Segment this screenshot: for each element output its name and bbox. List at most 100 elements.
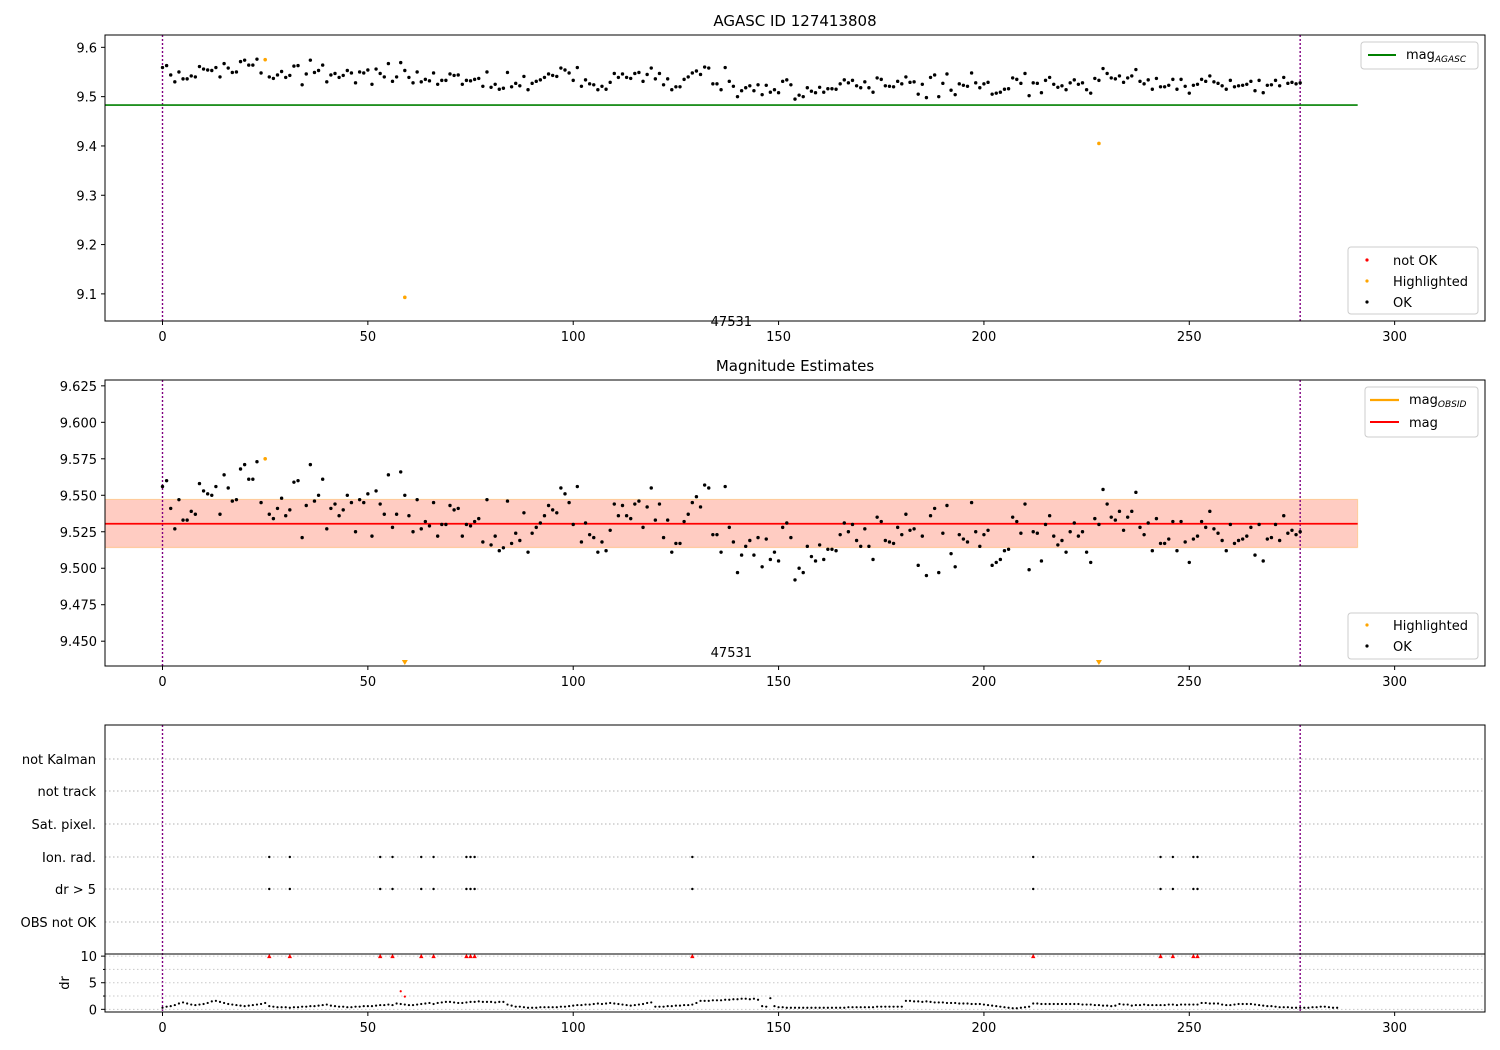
dr-point <box>1138 1003 1142 1007</box>
ok-point <box>920 82 925 87</box>
panel-agasc-xtick-label: 300 <box>1382 330 1407 345</box>
ok-point <box>1064 88 1068 92</box>
dr-point <box>391 1003 394 1007</box>
dr-point <box>424 1002 427 1005</box>
ok-point <box>1121 80 1126 85</box>
ok-point <box>670 550 674 554</box>
dr-point <box>494 1001 497 1004</box>
dr-point <box>999 1005 1002 1008</box>
ok-point <box>854 84 859 88</box>
ok-point <box>1245 82 1249 87</box>
ok-point <box>567 71 571 75</box>
dr-point <box>559 1005 562 1008</box>
dr-point <box>1278 1006 1281 1009</box>
ok-point <box>969 500 974 505</box>
ok-point <box>251 63 255 67</box>
ok-point <box>468 524 473 528</box>
ok-point <box>690 500 695 505</box>
dr-point <box>617 1002 620 1006</box>
dr-point <box>1196 1003 1199 1006</box>
panel-magnitude-estimates-ytick-label: 9.525 <box>60 526 97 541</box>
dr-point <box>814 1006 817 1009</box>
dr-point <box>892 1005 895 1008</box>
dr-point <box>621 1003 624 1006</box>
ok-point <box>160 65 165 70</box>
ok-point <box>419 527 423 531</box>
ok-point <box>1277 84 1282 88</box>
ok-point <box>349 500 354 505</box>
dr-point <box>925 1000 928 1003</box>
ok-point <box>201 489 206 493</box>
ok-point <box>867 86 871 90</box>
ok-point <box>1097 78 1101 83</box>
ok-point <box>357 497 362 502</box>
dr-point <box>518 1005 521 1008</box>
ok-point <box>435 534 440 538</box>
ok-point <box>990 92 994 96</box>
ok-point <box>226 66 230 70</box>
ok-point <box>505 70 510 75</box>
ok-point <box>592 535 596 540</box>
dr-point <box>699 999 702 1002</box>
ok-point <box>320 477 325 481</box>
ok-point <box>448 72 452 76</box>
ok-point <box>435 82 440 87</box>
ion-rad-point <box>1171 855 1175 859</box>
legend-marker <box>1365 300 1369 304</box>
ok-point <box>920 534 925 538</box>
dr-point <box>539 1006 542 1009</box>
clipped-marker <box>1095 660 1102 665</box>
ok-point <box>164 63 169 68</box>
dr-point <box>1151 1003 1154 1007</box>
ok-point <box>904 512 908 516</box>
dr-point <box>374 1004 378 1007</box>
ok-point <box>978 544 982 549</box>
ok-point <box>900 532 904 537</box>
dr-point <box>346 1006 349 1009</box>
ok-point <box>394 512 399 516</box>
dr-point <box>173 1003 176 1007</box>
ok-point <box>875 515 879 519</box>
dr-point <box>1155 1003 1158 1007</box>
ok-point <box>1240 537 1245 541</box>
ok-point <box>1208 509 1212 514</box>
ok-point <box>1109 76 1113 80</box>
dr-point <box>1331 1006 1335 1009</box>
legend-marker <box>1365 623 1369 627</box>
dr-point <box>650 1001 653 1004</box>
ok-point <box>1290 528 1294 532</box>
ok-point <box>657 71 662 76</box>
ok-point <box>1204 525 1208 530</box>
ok-point <box>1220 538 1224 543</box>
ok-point <box>1113 77 1118 81</box>
dr-point <box>822 1006 825 1009</box>
dr-point <box>563 1005 567 1008</box>
dr-point <box>280 1006 283 1009</box>
ok-point <box>592 83 596 87</box>
ok-point <box>937 94 941 99</box>
dr-point <box>547 1006 550 1009</box>
dr-point <box>1294 1006 1298 1009</box>
dr-point <box>633 1003 636 1007</box>
dr-point <box>247 1004 250 1007</box>
dr-point <box>1319 1005 1322 1008</box>
ok-point <box>1084 550 1089 554</box>
ok-point <box>1105 71 1109 76</box>
ok-point <box>715 82 719 86</box>
ion-rad-point <box>288 855 292 859</box>
dr-point <box>1003 1006 1006 1009</box>
ok-point <box>994 560 998 565</box>
ok-point <box>768 557 773 562</box>
ok-point <box>1027 567 1031 572</box>
dr-point <box>917 1000 920 1003</box>
ok-point <box>374 67 378 71</box>
dr-point <box>876 1005 879 1008</box>
legend-marker <box>1365 644 1369 648</box>
ok-point <box>1249 525 1253 530</box>
dr-point <box>1200 1001 1203 1005</box>
ok-point <box>1265 537 1270 541</box>
dr-point <box>227 1002 230 1006</box>
dr-point <box>292 1006 296 1009</box>
ok-point <box>665 518 670 522</box>
ok-point <box>550 73 555 78</box>
